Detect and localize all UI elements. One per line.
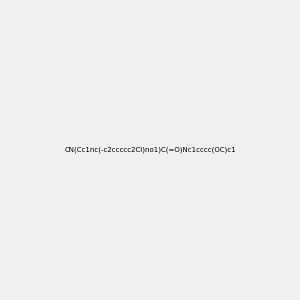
Text: CN(Cc1nc(-c2ccccc2Cl)no1)C(=O)Nc1cccc(OC)c1: CN(Cc1nc(-c2ccccc2Cl)no1)C(=O)Nc1cccc(OC… <box>64 147 236 153</box>
